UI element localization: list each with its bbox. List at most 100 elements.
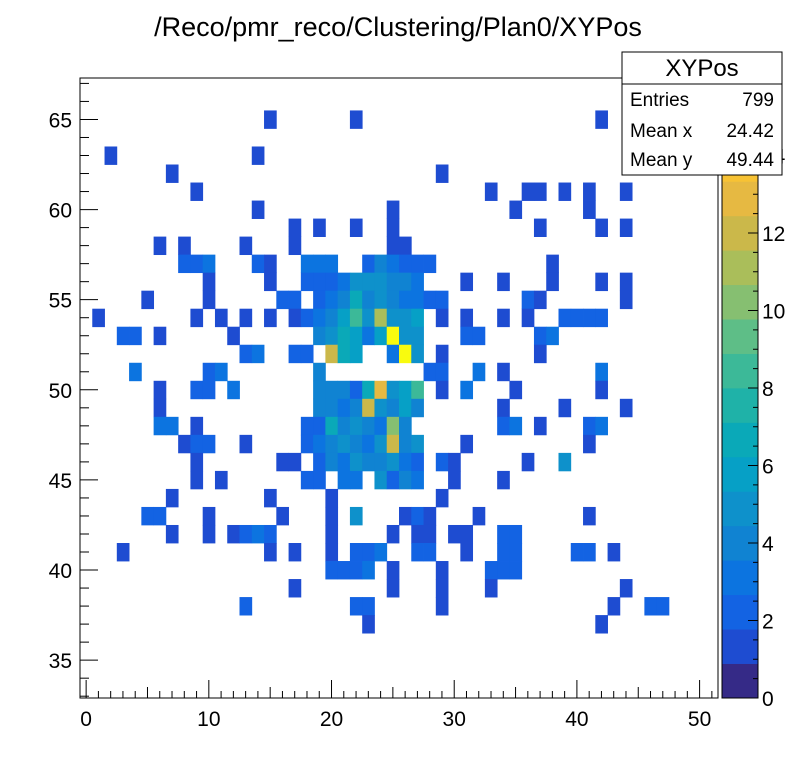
- heatmap-cell: [349, 290, 363, 310]
- heatmap-cell: [656, 597, 670, 616]
- heatmap-cell: [349, 597, 363, 616]
- heatmap-cell: [374, 434, 388, 454]
- heatmap-cell: [214, 470, 228, 490]
- heatmap-cell: [349, 561, 363, 580]
- heatmap-cell: [423, 506, 437, 526]
- heatmap-cell: [472, 362, 486, 382]
- heatmap-cell: [362, 380, 375, 400]
- heatmap-cell: [202, 290, 216, 310]
- heatmap-cell: [497, 416, 510, 436]
- palette-swatch: [722, 422, 758, 458]
- heatmap-cell: [399, 506, 412, 526]
- heatmap-cell: [362, 254, 375, 274]
- z-tick-label: 4: [762, 533, 774, 556]
- heatmap-cell: [202, 254, 216, 274]
- heatmap-cell: [435, 344, 449, 364]
- heatmap-cell: [435, 579, 449, 598]
- heatmap-cell: [337, 398, 351, 418]
- heatmap-cell: [325, 524, 339, 544]
- heatmap-cell: [435, 290, 449, 310]
- heatmap-cell: [141, 290, 155, 310]
- stats-entries-label: Entries: [630, 90, 689, 111]
- heatmap-cell: [435, 597, 449, 616]
- heatmap-cell: [337, 344, 351, 364]
- heatmap-cell: [509, 543, 523, 562]
- heatmap-cell: [497, 561, 510, 580]
- heatmap-cell: [349, 434, 363, 454]
- heatmap-cell: [619, 272, 633, 292]
- heatmap-cell: [460, 272, 474, 292]
- heatmap-cell: [423, 524, 437, 544]
- heatmap-cell: [411, 290, 424, 310]
- heatmap-cell: [546, 326, 559, 346]
- heatmap-cell: [435, 561, 449, 580]
- heatmap-cell: [595, 218, 608, 237]
- heatmap-cell: [435, 380, 449, 400]
- heatmap-cell: [374, 543, 388, 562]
- heatmap-cell: [325, 290, 339, 310]
- heatmap-cell: [313, 398, 326, 418]
- heatmap-cell: [325, 506, 339, 526]
- heatmap-cell: [300, 308, 314, 328]
- heatmap-cell: [313, 380, 326, 400]
- heatmap-cell: [386, 398, 400, 418]
- heatmap-cell: [619, 182, 633, 201]
- heatmap-cell: [264, 110, 277, 129]
- heatmap-cell: [460, 326, 474, 346]
- heatmap-cell: [165, 524, 179, 544]
- heatmap-cells: [92, 110, 670, 634]
- heatmap-cell: [509, 416, 523, 436]
- heatmap-cell: [411, 434, 424, 454]
- heatmap-cell: [264, 308, 277, 328]
- heatmap-cell: [533, 290, 547, 310]
- heatmap-cell: [411, 254, 424, 274]
- heatmap-cell: [325, 398, 339, 418]
- heatmap-cell: [374, 290, 388, 310]
- heatmap-cell: [313, 290, 326, 310]
- heatmap-cell: [190, 308, 204, 328]
- heatmap-cell: [325, 380, 339, 400]
- x-tick-label: 0: [80, 708, 92, 731]
- heatmap-cell: [288, 290, 302, 310]
- stats-box[interactable]: XYPos Entries 799 Mean x 24.42 Mean y 49…: [621, 51, 783, 176]
- heatmap-cell: [178, 236, 191, 256]
- heatmap-cell: [276, 452, 289, 472]
- heatmap-cell: [521, 308, 535, 328]
- heatmap-cell: [337, 290, 351, 310]
- heatmap-cell: [349, 110, 363, 129]
- heatmap-cell: [178, 254, 191, 274]
- heatmap-cell: [349, 272, 363, 292]
- heatmap-cell: [190, 434, 204, 454]
- heatmap-cell: [386, 380, 400, 400]
- heatmap-cell: [362, 308, 375, 328]
- heatmap-cell: [509, 380, 523, 400]
- plot-frame: [79, 77, 719, 699]
- heatmap-cell: [202, 506, 216, 526]
- heatmap-cell: [497, 362, 510, 382]
- heatmap-cell: [264, 254, 277, 274]
- heatmap-cell: [202, 272, 216, 292]
- heatmap-cell: [595, 416, 608, 436]
- heatmap-cell: [325, 488, 339, 508]
- stats-meany-label: Mean y: [630, 150, 693, 171]
- heatmap-cell: [239, 524, 253, 544]
- heatmap-cell: [411, 470, 424, 490]
- heatmap-cell: [497, 308, 510, 328]
- heatmap-cell: [386, 290, 400, 310]
- heatmap-cell: [521, 182, 535, 201]
- heatmap-cell: [190, 452, 204, 472]
- x-tick-label: 20: [320, 708, 343, 731]
- heatmap-cell: [644, 597, 658, 616]
- heatmap-cell: [264, 488, 277, 508]
- heatmap-cell: [399, 416, 412, 436]
- heatmap-cell: [435, 452, 449, 472]
- heatmap-cell: [386, 579, 400, 598]
- stats-meanx-value: 24.42: [726, 121, 774, 142]
- heatmap-cell: [153, 236, 167, 256]
- heatmap-cell: [386, 561, 400, 580]
- heatmap-cell: [251, 200, 265, 219]
- heatmap-cell: [190, 254, 204, 274]
- heatmap-cell: [288, 579, 302, 598]
- heatmap-cell: [399, 308, 412, 328]
- heatmap-cell: [435, 488, 449, 508]
